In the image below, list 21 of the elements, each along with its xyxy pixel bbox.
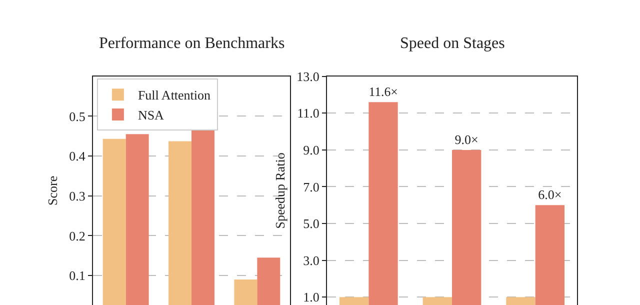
y-tick-label: 3.0 — [303, 252, 320, 268]
y-axis-title: Score — [45, 176, 60, 206]
y-tick-label: 0.5 — [69, 108, 86, 124]
legend-label: NSA — [138, 108, 165, 123]
y-axis-title: Speedup Ratio — [272, 152, 288, 229]
chart-title: Performance on Benchmarks — [99, 35, 285, 52]
y-tick-label: 0.1 — [69, 268, 86, 284]
legend-label: Full Attention — [138, 88, 212, 103]
chart-title: Speed on Stages — [400, 35, 505, 52]
y-tick-label: 7.0 — [303, 179, 320, 194]
y-tick-label: 0.4 — [69, 148, 86, 164]
y-tick-label: 9.0 — [303, 142, 320, 158]
y-tick-label: 11.0 — [297, 106, 320, 121]
y-tick-label: 13.0 — [296, 68, 320, 84]
data-label: 6.0× — [538, 187, 562, 202]
y-tick-label: 0.2 — [69, 228, 86, 244]
y-tick-label: 0.3 — [69, 188, 86, 204]
data-label: 11.6× — [368, 85, 398, 100]
y-tick-label: 1.0 — [303, 290, 320, 305]
y-tick-label: 5.0 — [303, 216, 320, 232]
data-label: 9.0× — [454, 132, 478, 147]
